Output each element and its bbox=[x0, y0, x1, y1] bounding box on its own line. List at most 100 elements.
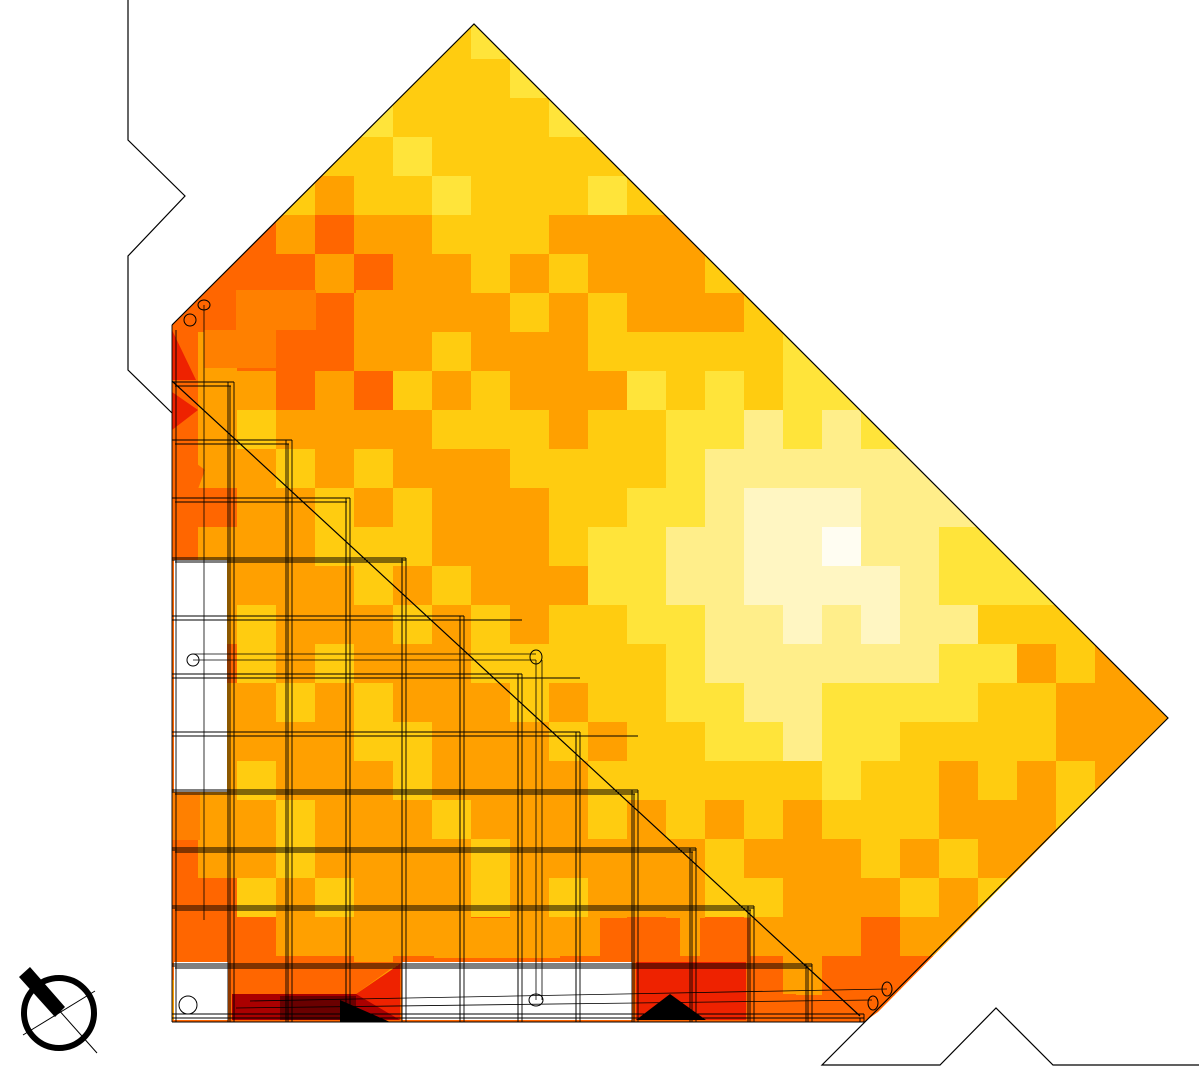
heatmap-cell bbox=[588, 410, 628, 450]
heatmap-cell bbox=[744, 761, 784, 801]
heatmap-cell bbox=[471, 371, 511, 411]
heatmap-cell bbox=[237, 566, 277, 606]
heatmap-cell bbox=[705, 800, 745, 840]
glazing-panels bbox=[174, 560, 632, 1020]
heatmap-cell bbox=[978, 644, 1018, 684]
heatmap-hotspot bbox=[236, 290, 316, 330]
heatmap-cell bbox=[549, 800, 589, 840]
heatmap-cell bbox=[549, 683, 589, 723]
heatmap-cell bbox=[237, 410, 277, 450]
heatmap-cell bbox=[354, 137, 394, 177]
heatmap-cell bbox=[471, 449, 511, 489]
heatmap-cell bbox=[861, 566, 901, 606]
heatmap-cell bbox=[978, 839, 1018, 879]
heatmap-cell bbox=[861, 839, 901, 879]
heatmap-cell bbox=[783, 488, 823, 528]
heatmap-cell bbox=[471, 293, 511, 333]
heatmap-cell bbox=[588, 644, 628, 684]
heatmap-cell bbox=[432, 839, 472, 879]
heatmap-cell bbox=[900, 488, 940, 528]
heatmap-cell bbox=[393, 137, 433, 177]
heatmap-cell bbox=[783, 527, 823, 567]
heatmap-cell bbox=[939, 839, 979, 879]
heatmap-cell bbox=[393, 254, 433, 294]
heatmap-cell bbox=[1095, 683, 1135, 723]
north-arrow-icon bbox=[19, 967, 98, 1054]
heatmap-cell bbox=[705, 332, 745, 372]
heatmap-cell bbox=[783, 722, 823, 762]
heatmap-cell bbox=[822, 644, 862, 684]
heatmap-cell bbox=[666, 644, 706, 684]
heatmap-cell bbox=[666, 683, 706, 723]
heatmap-cell bbox=[510, 722, 550, 762]
heatmap-hotspot bbox=[434, 918, 560, 958]
heatmap-cell bbox=[627, 878, 667, 918]
heatmap-cell bbox=[627, 449, 667, 489]
heatmap-cell bbox=[900, 917, 940, 957]
heatmap-cell bbox=[822, 839, 862, 879]
heatmap-cell bbox=[237, 449, 277, 489]
heatmap-cell bbox=[315, 722, 355, 762]
heatmap-cell bbox=[393, 527, 433, 567]
heatmap-cell bbox=[432, 137, 472, 177]
heatmap-cell bbox=[705, 293, 745, 333]
heatmap-cell bbox=[393, 410, 433, 450]
heatmap-cell bbox=[393, 293, 433, 333]
heatmap-cell bbox=[276, 215, 316, 255]
heatmap-cell bbox=[354, 605, 394, 645]
heatmap-cell bbox=[822, 878, 862, 918]
heatmap-cell bbox=[861, 956, 901, 996]
heatmap-cell bbox=[627, 488, 667, 528]
heatmap-cell bbox=[471, 137, 511, 177]
heatmap-cell bbox=[900, 527, 940, 567]
heatmap-cell bbox=[432, 449, 472, 489]
heatmap-cell bbox=[393, 800, 433, 840]
heatmap-cell bbox=[237, 527, 277, 567]
heatmap-cell bbox=[588, 878, 628, 918]
heatmap-cell bbox=[744, 332, 784, 372]
heatmap-cell bbox=[354, 410, 394, 450]
heatmap-cell bbox=[393, 449, 433, 489]
heatmap-cell bbox=[432, 722, 472, 762]
heatmap-cell bbox=[588, 293, 628, 333]
heatmap-cell bbox=[627, 722, 667, 762]
heatmap-hotspot bbox=[356, 290, 394, 326]
heatmap-cell bbox=[393, 566, 433, 606]
heatmap-cell bbox=[978, 800, 1018, 840]
heatmap-cell bbox=[822, 566, 862, 606]
heatmap-cell bbox=[510, 878, 550, 918]
heatmap-cell bbox=[705, 371, 745, 411]
heatmap-cell bbox=[510, 839, 550, 879]
heatmap-cell bbox=[744, 605, 784, 645]
heatmap-hotspot bbox=[172, 445, 205, 560]
heatmap-cell bbox=[822, 800, 862, 840]
heatmap-cell bbox=[588, 215, 628, 255]
south-glazing-panel bbox=[402, 962, 632, 1020]
heatmap-cell bbox=[744, 839, 784, 879]
heatmap-cell bbox=[861, 917, 901, 957]
heatmap-cell bbox=[549, 371, 589, 411]
heatmap-cell bbox=[510, 215, 550, 255]
heatmap-cell bbox=[705, 410, 745, 450]
heatmap-cell bbox=[783, 800, 823, 840]
heatmap-cell bbox=[471, 488, 511, 528]
heatmap-hotspot bbox=[636, 994, 706, 1020]
heatmap-cell bbox=[276, 644, 316, 684]
heatmap-cell bbox=[978, 566, 1018, 606]
heatmap-cell bbox=[432, 98, 472, 138]
heatmap-cell bbox=[588, 722, 628, 762]
markers bbox=[178, 299, 893, 1015]
heatmap-cell bbox=[432, 371, 472, 411]
heatmap-cell bbox=[783, 683, 823, 723]
heatmap-cell bbox=[432, 254, 472, 294]
heatmap-cell bbox=[393, 761, 433, 801]
heatmap-cell bbox=[354, 332, 394, 372]
heatmap-cell bbox=[588, 176, 628, 216]
heatmap-cell bbox=[783, 878, 823, 918]
heatmap-cell bbox=[1095, 722, 1135, 762]
heatmap-cell bbox=[354, 566, 394, 606]
heatmap-cell bbox=[549, 137, 589, 177]
heatmap-cell bbox=[744, 800, 784, 840]
heatmap-cell bbox=[939, 800, 979, 840]
heatmap-cell bbox=[666, 878, 706, 918]
